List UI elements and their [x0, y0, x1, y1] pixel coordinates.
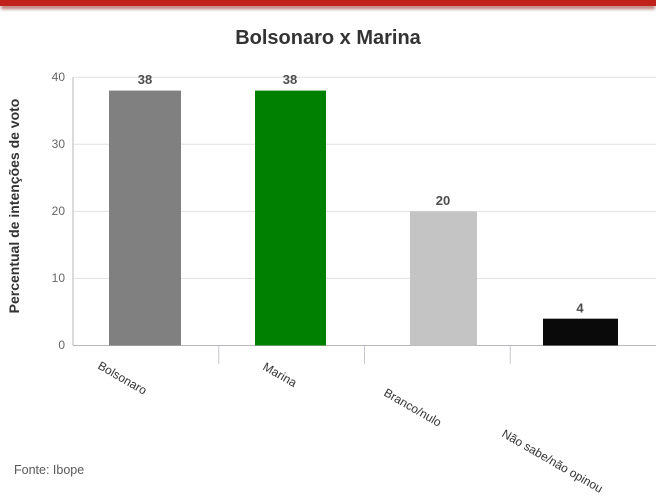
svg-text:4: 4	[576, 301, 584, 316]
svg-text:20: 20	[52, 204, 66, 218]
svg-text:Percentual de intenções de vot: Percentual de intenções de voto	[6, 99, 22, 314]
svg-text:0: 0	[58, 338, 65, 352]
svg-text:20: 20	[436, 193, 450, 208]
svg-text:Branco/nulo: Branco/nulo	[382, 385, 445, 429]
svg-text:Bolsonaro: Bolsonaro	[96, 358, 150, 397]
svg-text:Marina: Marina	[261, 359, 300, 390]
svg-text:Não sabe/não opinou: Não sabe/não opinou	[500, 426, 606, 495]
svg-text:10: 10	[52, 271, 66, 285]
svg-text:40: 40	[52, 70, 66, 84]
svg-text:38: 38	[138, 72, 152, 87]
svg-text:30: 30	[52, 137, 66, 151]
svg-text:38: 38	[283, 72, 297, 87]
